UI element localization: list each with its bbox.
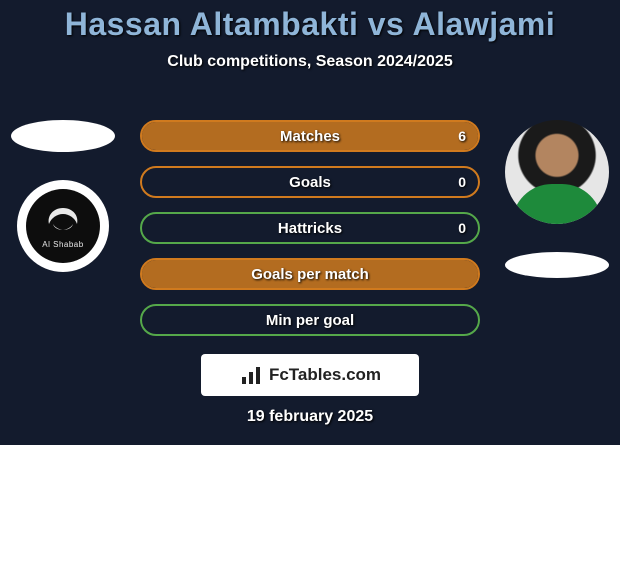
stat-row: Goals per match [140, 258, 480, 290]
stat-row: Hattricks 0 [140, 212, 480, 244]
bar-chart-icon [239, 363, 263, 387]
stat-value-right: 0 [458, 220, 466, 236]
page-title: Hassan Altambakti vs Alawjami [0, 0, 620, 43]
watermark-text: FcTables.com [269, 365, 381, 385]
stat-label: Goals [289, 174, 331, 191]
stat-row: Goals 0 [140, 166, 480, 198]
stat-value-right: 0 [458, 174, 466, 190]
stat-label: Matches [280, 128, 340, 145]
player-left-column: Al Shabab [8, 120, 118, 272]
stat-label: Hattricks [278, 220, 342, 237]
club-left-label: Al Shabab [42, 240, 83, 249]
club-logo-inner: Al Shabab [26, 189, 100, 263]
stat-label: Goals per match [251, 266, 369, 283]
player-right-club-logo [505, 252, 609, 278]
player-left-club-logo: Al Shabab [17, 180, 109, 272]
stat-row: Matches 6 [140, 120, 480, 152]
swirl-icon [43, 204, 83, 238]
stat-value-right: 6 [458, 128, 466, 144]
comparison-card: Hassan Altambakti vs Alawjami Club compe… [0, 0, 620, 445]
subtitle: Club competitions, Season 2024/2025 [0, 53, 620, 71]
footer-date: 19 february 2025 [0, 408, 620, 426]
stat-row: Min per goal [140, 304, 480, 336]
watermark: FcTables.com [201, 354, 419, 396]
stat-label: Min per goal [266, 312, 354, 329]
player-left-avatar [11, 120, 115, 152]
player-right-avatar [505, 120, 609, 224]
stats-container: Matches 6 Goals 0 Hattricks 0 Goals per match M… [140, 120, 480, 336]
player-right-column [502, 120, 612, 278]
